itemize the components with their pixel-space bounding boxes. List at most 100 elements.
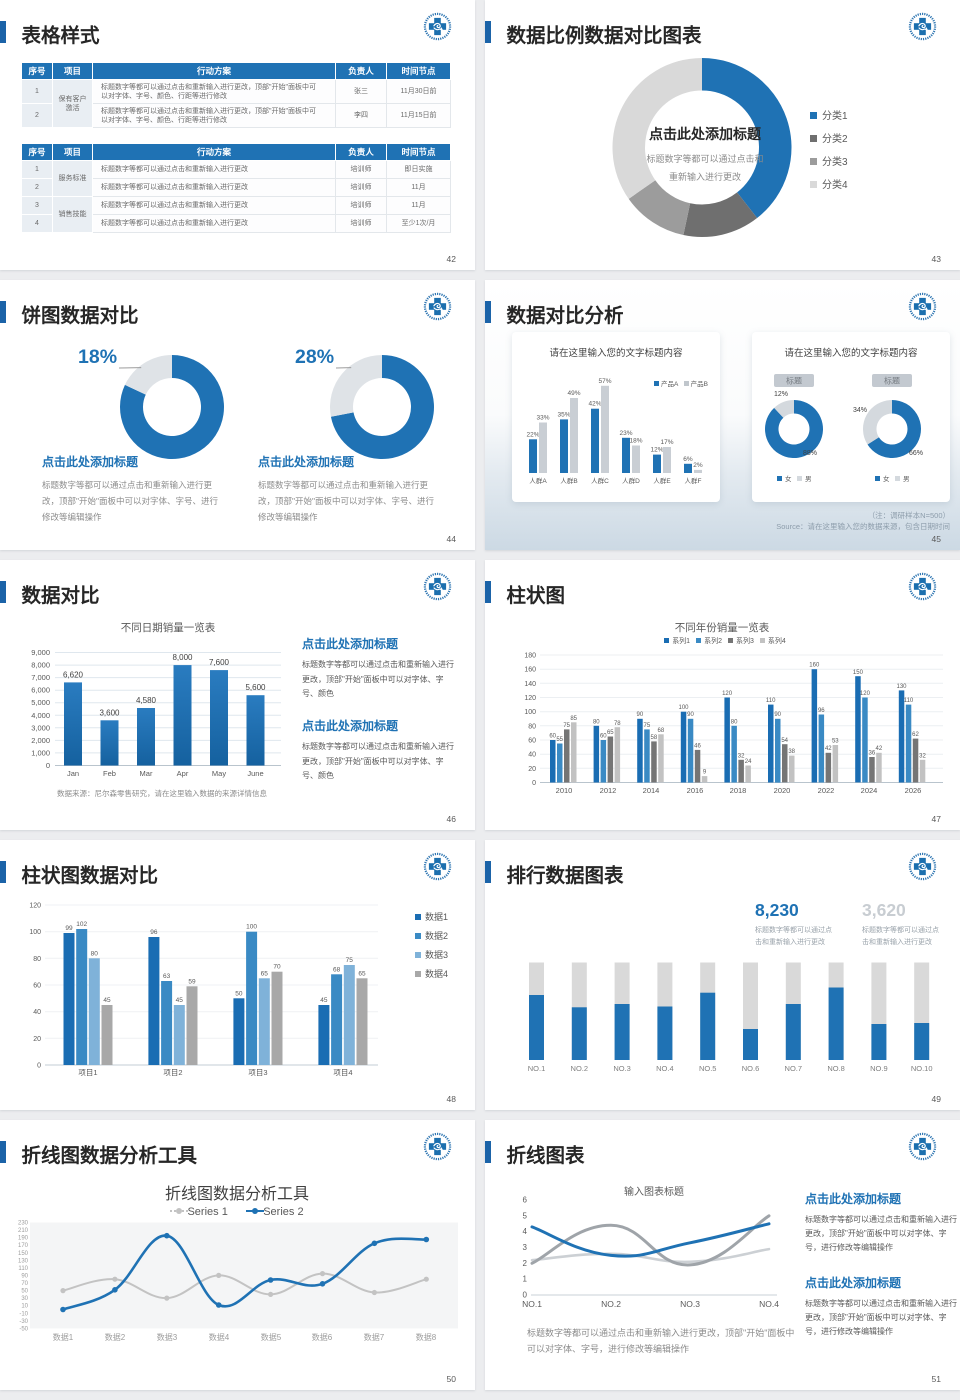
svg-text:70: 70 bbox=[21, 1281, 28, 1287]
svg-text:NO.3: NO.3 bbox=[613, 1064, 631, 1073]
svg-text:数据7: 数据7 bbox=[364, 1332, 385, 1342]
svg-text:58: 58 bbox=[651, 735, 658, 741]
svg-text:Apr: Apr bbox=[177, 769, 189, 778]
svg-text:20: 20 bbox=[33, 1036, 41, 1043]
svg-text:5,600: 5,600 bbox=[245, 683, 266, 692]
svg-text:80: 80 bbox=[528, 723, 536, 730]
svg-text:68: 68 bbox=[333, 966, 341, 973]
svg-text:人群B: 人群B bbox=[560, 476, 577, 485]
svg-text:2018: 2018 bbox=[730, 786, 747, 795]
svg-text:12%: 12% bbox=[774, 391, 788, 398]
svg-text:150: 150 bbox=[18, 1251, 29, 1257]
svg-text:96: 96 bbox=[150, 929, 158, 936]
svg-text:100: 100 bbox=[524, 709, 536, 716]
svg-text:75: 75 bbox=[563, 723, 570, 729]
svg-text:42: 42 bbox=[876, 746, 883, 752]
svg-text:男: 男 bbox=[805, 475, 812, 483]
svg-text:NO.2: NO.2 bbox=[601, 1299, 621, 1309]
svg-text:70: 70 bbox=[273, 964, 281, 971]
svg-text:33%: 33% bbox=[536, 415, 549, 422]
svg-text:90: 90 bbox=[21, 1273, 28, 1279]
svg-text:23%: 23% bbox=[619, 430, 632, 437]
svg-text:NO.9: NO.9 bbox=[870, 1064, 888, 1073]
svg-text:10: 10 bbox=[21, 1304, 28, 1310]
svg-text:5: 5 bbox=[523, 1211, 528, 1220]
svg-text:120: 120 bbox=[524, 695, 536, 702]
svg-text:人群D: 人群D bbox=[622, 476, 640, 485]
svg-text:9: 9 bbox=[703, 770, 707, 776]
svg-text:80: 80 bbox=[593, 719, 600, 725]
svg-text:4,000: 4,000 bbox=[31, 711, 50, 720]
svg-text:June: June bbox=[247, 769, 263, 778]
svg-text:120: 120 bbox=[860, 691, 871, 697]
svg-text:NO.10: NO.10 bbox=[911, 1064, 933, 1073]
svg-text:65: 65 bbox=[607, 730, 614, 736]
svg-text:2010: 2010 bbox=[556, 786, 573, 795]
svg-text:30: 30 bbox=[21, 1296, 28, 1302]
svg-text:100: 100 bbox=[246, 924, 257, 931]
svg-text:210: 210 bbox=[18, 1228, 29, 1234]
svg-text:34%: 34% bbox=[853, 407, 867, 414]
svg-text:57%: 57% bbox=[598, 378, 611, 385]
svg-text:120: 120 bbox=[29, 903, 41, 910]
svg-text:32: 32 bbox=[919, 753, 926, 759]
svg-text:3,000: 3,000 bbox=[31, 723, 50, 732]
svg-text:17%: 17% bbox=[660, 439, 673, 446]
svg-text:110: 110 bbox=[18, 1266, 28, 1272]
svg-text:63: 63 bbox=[163, 973, 171, 980]
svg-text:90: 90 bbox=[774, 712, 781, 718]
svg-text:42: 42 bbox=[825, 746, 832, 752]
svg-text:100: 100 bbox=[29, 929, 41, 936]
svg-text:130: 130 bbox=[896, 684, 907, 690]
svg-text:18%: 18% bbox=[629, 438, 642, 445]
svg-text:2020: 2020 bbox=[774, 786, 791, 795]
svg-text:6%: 6% bbox=[683, 456, 693, 463]
svg-text:项目3: 项目3 bbox=[248, 1068, 267, 1077]
svg-text:90: 90 bbox=[687, 712, 694, 718]
svg-text:12%: 12% bbox=[650, 447, 663, 454]
svg-text:NO.4: NO.4 bbox=[656, 1064, 674, 1073]
svg-text:45: 45 bbox=[320, 997, 328, 1004]
svg-text:160: 160 bbox=[524, 667, 536, 674]
svg-text:-30: -30 bbox=[19, 1319, 28, 1325]
svg-text:99: 99 bbox=[65, 925, 73, 932]
svg-text:78: 78 bbox=[614, 721, 621, 727]
svg-text:2022: 2022 bbox=[818, 786, 835, 795]
svg-text:65: 65 bbox=[358, 970, 366, 977]
svg-text:May: May bbox=[212, 769, 226, 778]
svg-text:数据2: 数据2 bbox=[105, 1332, 126, 1342]
svg-text:人群E: 人群E bbox=[653, 476, 671, 485]
svg-text:Mar: Mar bbox=[140, 769, 153, 778]
svg-text:96: 96 bbox=[818, 708, 825, 714]
svg-text:项目1: 项目1 bbox=[78, 1068, 97, 1077]
svg-text:49%: 49% bbox=[567, 390, 580, 397]
svg-text:120: 120 bbox=[722, 691, 733, 697]
svg-text:80: 80 bbox=[91, 950, 99, 957]
svg-text:Jan: Jan bbox=[67, 769, 79, 778]
svg-text:75: 75 bbox=[644, 723, 651, 729]
svg-text:2012: 2012 bbox=[600, 786, 617, 795]
svg-text:32: 32 bbox=[738, 753, 745, 759]
svg-text:2014: 2014 bbox=[643, 786, 660, 795]
svg-text:80: 80 bbox=[33, 956, 41, 963]
svg-text:0: 0 bbox=[532, 780, 536, 787]
svg-text:NO.6: NO.6 bbox=[742, 1064, 760, 1073]
svg-text:NO.5: NO.5 bbox=[699, 1064, 717, 1073]
svg-text:38: 38 bbox=[788, 749, 795, 755]
svg-text:65: 65 bbox=[261, 970, 269, 977]
svg-text:人群C: 人群C bbox=[591, 476, 609, 485]
svg-text:190: 190 bbox=[18, 1236, 29, 1242]
svg-text:3,600: 3,600 bbox=[99, 708, 120, 717]
svg-text:53: 53 bbox=[832, 739, 839, 745]
svg-text:180: 180 bbox=[524, 653, 536, 660]
svg-text:Feb: Feb bbox=[103, 769, 116, 778]
svg-text:7,000: 7,000 bbox=[31, 673, 50, 682]
svg-text:数据1: 数据1 bbox=[53, 1332, 74, 1342]
svg-text:NO.8: NO.8 bbox=[827, 1064, 845, 1073]
svg-text:3: 3 bbox=[523, 1243, 528, 1252]
svg-text:6,620: 6,620 bbox=[63, 670, 84, 679]
svg-text:40: 40 bbox=[33, 1009, 41, 1016]
svg-text:项目4: 项目4 bbox=[333, 1068, 352, 1077]
svg-text:160: 160 bbox=[809, 663, 820, 669]
svg-text:女: 女 bbox=[785, 474, 792, 483]
